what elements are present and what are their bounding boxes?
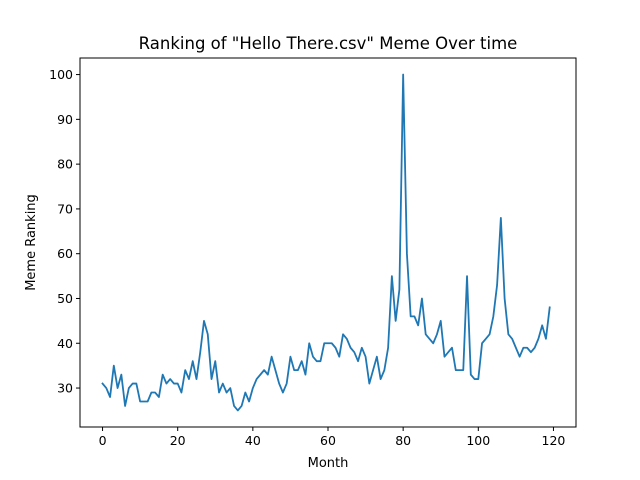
- y-axis-label: Meme Ranking: [24, 194, 39, 291]
- x-tick-label: 80: [395, 433, 411, 448]
- y-tick-label: 100: [49, 67, 73, 82]
- axes-frame: [79, 57, 577, 428]
- y-tick-label: 60: [57, 246, 73, 261]
- y-tick-label: 40: [57, 336, 73, 351]
- x-tick-label: 100: [466, 433, 490, 448]
- y-tick-label: 50: [57, 291, 73, 306]
- y-tick-label: 90: [57, 112, 73, 127]
- y-tick-label: 70: [57, 201, 73, 216]
- y-tick-label: 30: [57, 381, 73, 396]
- series-line: [101, 73, 551, 412]
- plot-area: 0 20 40 60 80 100 120 30 40 50 60 70 80 90 100: [49, 67, 565, 448]
- x-tick-label: 20: [170, 433, 186, 448]
- x-axis-label: Month: [308, 456, 349, 471]
- y-tick-label: 80: [57, 157, 73, 172]
- x-tick-label: 120: [542, 433, 566, 448]
- x-tick-label: 0: [99, 433, 107, 448]
- x-tick-label: 40: [245, 433, 261, 448]
- x-tick-label: 60: [320, 433, 336, 448]
- chart-title: Ranking of "Hello There.csv" Meme Over t…: [139, 34, 518, 53]
